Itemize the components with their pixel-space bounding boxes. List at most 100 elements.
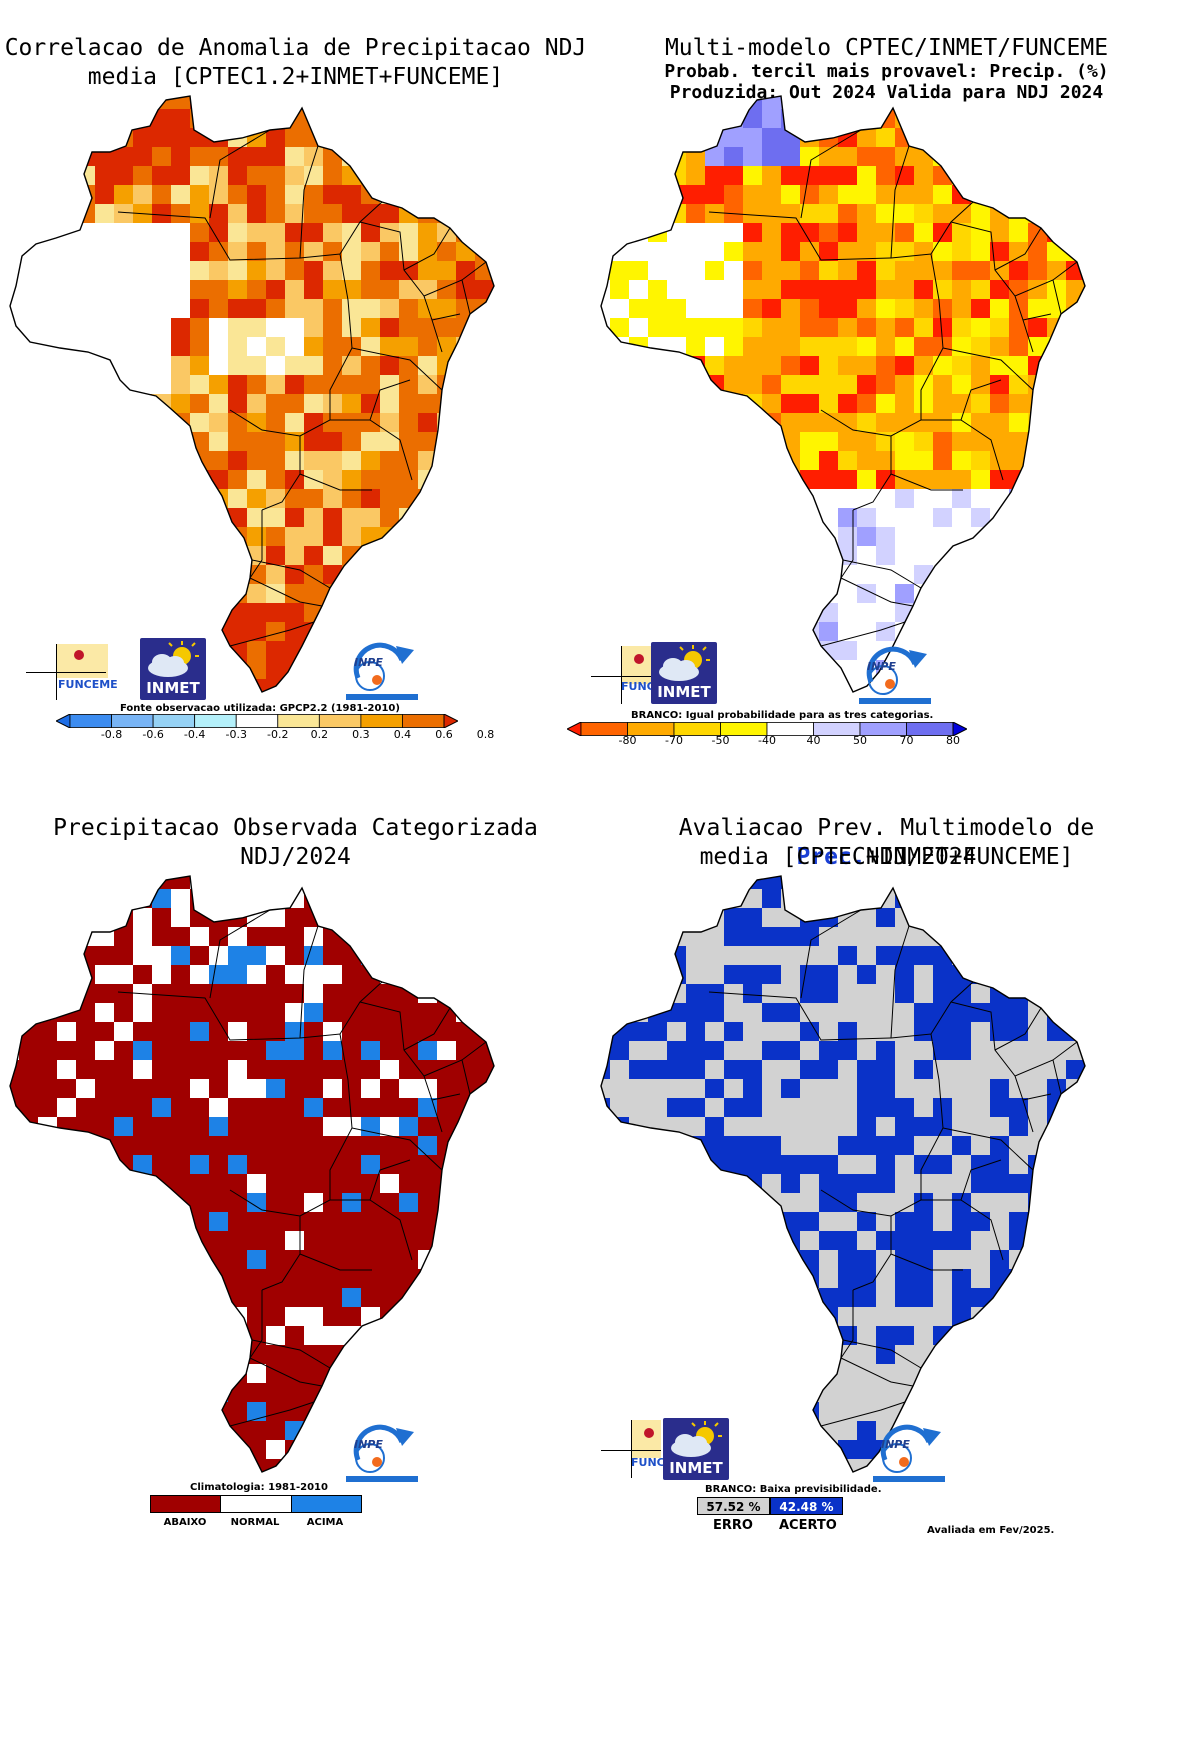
grid-cell bbox=[10, 1003, 19, 1022]
grid-cell bbox=[304, 1079, 323, 1098]
grid-cell bbox=[418, 1041, 437, 1060]
grid-cell bbox=[114, 470, 133, 489]
grid-cell bbox=[971, 1060, 990, 1079]
grid-cell bbox=[209, 147, 228, 166]
grid-cell bbox=[1066, 565, 1085, 584]
grid-cell bbox=[475, 1364, 494, 1383]
grid-cell bbox=[971, 318, 990, 337]
grid-cell bbox=[601, 1288, 610, 1307]
grid-cell bbox=[399, 1022, 418, 1041]
grid-cell bbox=[114, 166, 133, 185]
grid-cell bbox=[914, 1364, 933, 1383]
grid-cell bbox=[456, 413, 475, 432]
grid-cell bbox=[190, 356, 209, 375]
grid-cell bbox=[133, 508, 152, 527]
grid-cell bbox=[10, 1269, 19, 1288]
grid-cell bbox=[762, 337, 781, 356]
grid-cell bbox=[190, 96, 209, 109]
grid-cell bbox=[38, 1136, 57, 1155]
grid-cell bbox=[19, 984, 38, 1003]
grid-cell bbox=[285, 546, 304, 565]
grid-cell bbox=[876, 1364, 895, 1383]
grid-cell bbox=[228, 1231, 247, 1250]
grid-cell bbox=[1066, 394, 1085, 413]
grid-cell bbox=[456, 470, 475, 489]
brazil-map-correlation bbox=[9, 95, 513, 693]
grid-cell bbox=[133, 565, 152, 584]
grid-cell bbox=[629, 1326, 648, 1345]
grid-cell bbox=[610, 356, 629, 375]
grid-cell bbox=[266, 299, 285, 318]
grid-cell bbox=[10, 489, 19, 508]
grid-cell bbox=[57, 96, 76, 109]
grid-cell bbox=[610, 204, 629, 223]
grid-cell bbox=[361, 508, 380, 527]
grid-cell bbox=[952, 1174, 971, 1193]
grid-cell bbox=[610, 1307, 629, 1326]
grid-cell bbox=[914, 1383, 933, 1402]
grid-cell bbox=[361, 223, 380, 242]
grid-cell bbox=[819, 927, 838, 946]
grid-cell bbox=[1009, 1478, 1028, 1480]
grid-cell bbox=[800, 1098, 819, 1117]
grid-cell bbox=[95, 1402, 114, 1421]
grid-cell bbox=[1028, 96, 1047, 109]
grid-cell bbox=[10, 1212, 19, 1231]
panel2-title-line1: Multi-modelo CPTEC/INMET/FUNCEME bbox=[664, 35, 1109, 61]
grid-cell bbox=[1066, 356, 1085, 375]
grid-cell bbox=[933, 394, 952, 413]
grid-cell bbox=[933, 185, 952, 204]
grid-cell bbox=[10, 641, 19, 660]
grid-cell bbox=[418, 1117, 437, 1136]
grid-cell bbox=[1085, 927, 1104, 946]
grid-cell bbox=[876, 1193, 895, 1212]
grid-cell bbox=[629, 889, 648, 908]
grid-cell bbox=[114, 622, 133, 641]
grid-cell bbox=[800, 432, 819, 451]
grid-cell bbox=[323, 1003, 342, 1022]
grid-cell bbox=[266, 204, 285, 223]
grid-cell bbox=[857, 1440, 876, 1459]
grid-cell bbox=[743, 1155, 762, 1174]
grid-cell bbox=[933, 1155, 952, 1174]
grid-cell bbox=[1066, 185, 1085, 204]
inpe-arrow-icon bbox=[873, 1424, 945, 1482]
grid-cell bbox=[114, 1060, 133, 1079]
grid-cell bbox=[10, 1136, 19, 1155]
grid-cell bbox=[494, 128, 513, 147]
grid-cell bbox=[743, 1098, 762, 1117]
grid-cell bbox=[781, 299, 800, 318]
grid-cell bbox=[743, 185, 762, 204]
grid-cell bbox=[971, 946, 990, 965]
grid-cell bbox=[1028, 1478, 1047, 1480]
grid-cell bbox=[610, 280, 629, 299]
grid-cell bbox=[1085, 1402, 1104, 1421]
grid-cell bbox=[133, 128, 152, 147]
grid-cell bbox=[57, 147, 76, 166]
grid-cell bbox=[762, 1022, 781, 1041]
grid-cell bbox=[876, 1269, 895, 1288]
grid-cell bbox=[342, 927, 361, 946]
grid-cell bbox=[171, 1041, 190, 1060]
inpe-logo: INPE bbox=[871, 1422, 947, 1482]
grid-cell bbox=[1047, 1345, 1066, 1364]
grid-cell bbox=[494, 527, 513, 546]
grid-cell bbox=[19, 166, 38, 185]
grid-cell bbox=[437, 1098, 456, 1117]
grid-cell bbox=[601, 965, 610, 984]
grid-cell bbox=[743, 128, 762, 147]
grid-cell bbox=[1009, 375, 1028, 394]
grid-cell bbox=[380, 1364, 399, 1383]
grid-cell bbox=[304, 1174, 323, 1193]
grid-cell bbox=[133, 1098, 152, 1117]
grid-cell bbox=[323, 1231, 342, 1250]
grid-cell bbox=[1047, 375, 1066, 394]
grid-cell bbox=[648, 1117, 667, 1136]
grid-cell bbox=[648, 1288, 667, 1307]
grid-cell bbox=[705, 1250, 724, 1269]
grid-cell bbox=[990, 413, 1009, 432]
grid-cell bbox=[952, 1364, 971, 1383]
grid-cell bbox=[762, 1231, 781, 1250]
grid-cell bbox=[743, 394, 762, 413]
grid-cell bbox=[1085, 889, 1104, 908]
